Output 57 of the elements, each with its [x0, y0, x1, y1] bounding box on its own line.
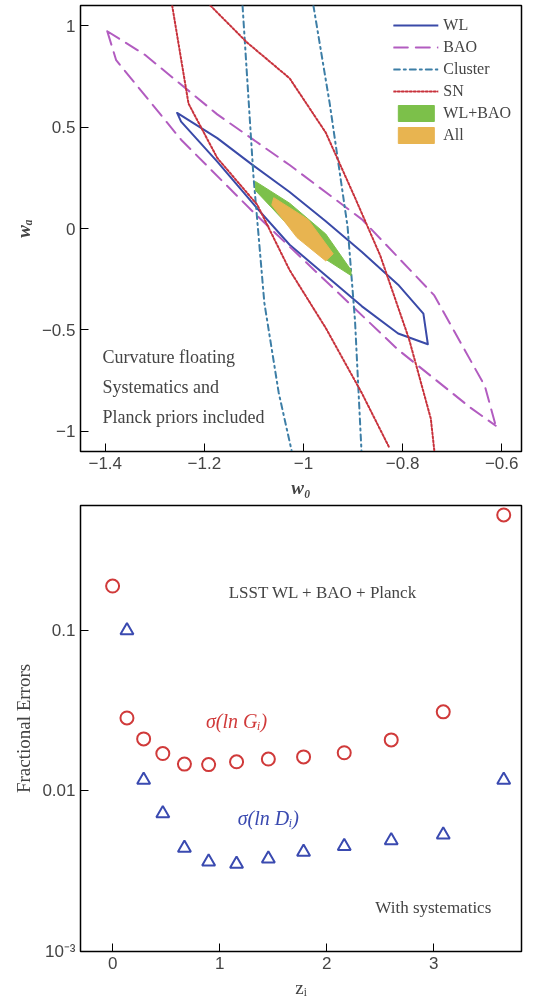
- point: [435, 704, 451, 720]
- annotation: Planck priors included: [102, 406, 265, 427]
- point: [136, 731, 152, 747]
- x-tick-label: −1: [293, 453, 314, 473]
- y-tick-label: 0: [66, 219, 76, 239]
- point: [176, 839, 192, 853]
- point: [435, 826, 451, 840]
- point: [296, 749, 312, 765]
- y-tick-label: 0.01: [42, 781, 76, 801]
- x-tick-label: −0.6: [484, 453, 519, 473]
- point: [155, 746, 171, 762]
- y-tick-label: 1: [66, 16, 76, 36]
- point: [201, 853, 217, 867]
- point: [383, 732, 399, 748]
- point: [260, 751, 276, 767]
- x-tick-label: −1.2: [187, 453, 222, 473]
- y-tick-label: −0.5: [41, 320, 76, 340]
- y-tick-label: 0.1: [51, 620, 76, 640]
- legend-label: All: [443, 126, 464, 144]
- y-axis-title: Fractional Errors: [13, 663, 35, 794]
- x-tick-label: −0.8: [385, 453, 420, 473]
- legend-label: BAO: [443, 38, 478, 56]
- x-tick-label: 1: [214, 953, 225, 973]
- series-label: σ(ln Dᵢ): [237, 806, 300, 830]
- point: [105, 578, 121, 594]
- x-tick-label: −1.4: [88, 453, 123, 473]
- point: [201, 757, 217, 773]
- point: [155, 805, 171, 819]
- point: [119, 710, 135, 726]
- point: [229, 754, 245, 770]
- point: [336, 745, 352, 761]
- x-tick-label: 0: [107, 953, 118, 973]
- y-tick-label: −1: [56, 422, 76, 442]
- point: [336, 837, 352, 852]
- annotation: LSST WL + BAO + Planck: [228, 582, 417, 602]
- point: [260, 850, 276, 864]
- x-tick-label: 3: [429, 953, 439, 973]
- point: [136, 771, 152, 785]
- x-tick-label: 2: [321, 953, 332, 973]
- point: [383, 832, 399, 846]
- x-axis-title: w₀: [291, 476, 311, 498]
- x-axis-title: zᵢ: [295, 976, 307, 998]
- legend-label: WL+BAO: [443, 104, 511, 122]
- point: [229, 855, 245, 869]
- legend-label: SN: [443, 82, 464, 100]
- point: [176, 756, 192, 772]
- y-axis-title: wₐ: [12, 219, 34, 238]
- y-tick-label: 0.5: [51, 118, 76, 138]
- legend-label: WL: [443, 16, 469, 34]
- annotation: With systematics: [375, 897, 492, 917]
- annotation: Systematics and: [102, 376, 219, 397]
- series-label: σ(ln Gᵢ): [205, 709, 268, 733]
- legend-label: Cluster: [443, 60, 490, 78]
- y-tick-label: 10⁻³: [44, 942, 76, 961]
- point: [496, 771, 512, 785]
- annotation: Curvature floating: [102, 346, 235, 367]
- point: [296, 843, 312, 857]
